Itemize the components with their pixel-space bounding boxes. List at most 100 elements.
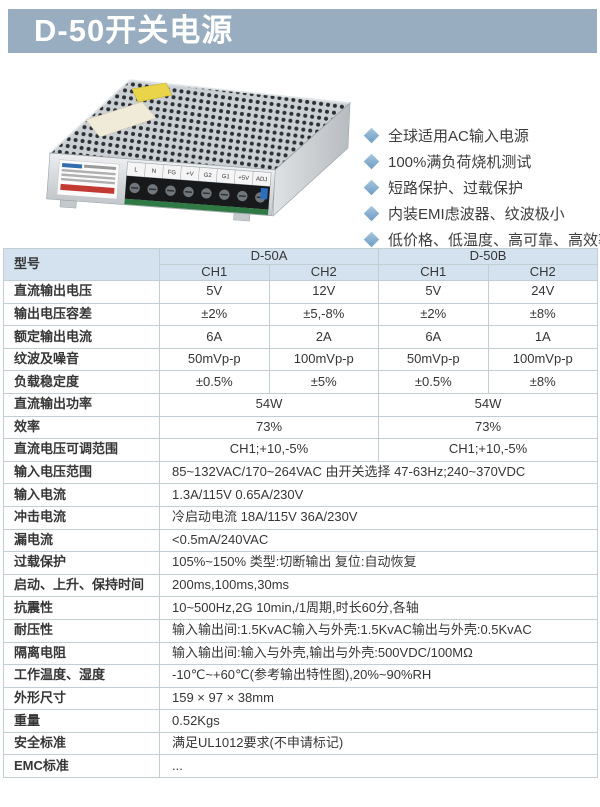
row-label: 外形尺寸	[3, 686, 160, 711]
row-value: ...	[158, 754, 599, 779]
row-value: 1A	[487, 325, 599, 349]
table-row: 漏电流 <0.5mA/240VAC	[3, 528, 599, 553]
table-row: 输入电流 1.3A/115V 0.65A/230V	[3, 483, 599, 507]
row-value: CH1;+10,-5%	[378, 438, 599, 462]
row-label: 漏电流	[3, 528, 160, 553]
feature-text: 低价格、低温度、高可靠、高效率	[388, 231, 600, 249]
row-label: EMC标准	[3, 754, 160, 779]
table-row: 隔离电阻 输入输出间:输入与外壳,输出与外壳:500VDC/100MΩ	[3, 641, 599, 666]
feature-list: 全球适用AC输入电源 100%满负荷烧机测试 短路保护、过载保护 内装EMI虑波器、纹…	[363, 122, 600, 252]
row-value: ±0.5%	[378, 370, 489, 394]
row-value: 100mVp-p	[487, 347, 599, 372]
row-label: 纹波及噪音	[3, 347, 160, 372]
hero-section: L N FG +V G2 G1 +5V ADJ 全球适用AC输入电源 100%满负荷烧机测试 短路…	[0, 56, 600, 249]
terminal-label: N	[151, 169, 156, 175]
feature-item: 短路保护、过载保护	[363, 174, 600, 200]
row-label: 负载稳定度	[3, 370, 160, 394]
table-row: 输入电压范围 85~132VAC/170~264VAC 由开关选择 47-63Hz…	[3, 460, 599, 485]
row-label: 过载保护	[3, 551, 160, 575]
channel-header: CH2	[487, 264, 599, 281]
row-value: 满足UL1012要求(不申请标记)	[158, 731, 599, 756]
table-row: 启动、上升、保持时间 200ms,100ms,30ms	[3, 573, 599, 598]
model-header-cell: 型号	[3, 248, 160, 281]
row-value: ±8%	[487, 302, 599, 327]
row-label: 工作温度、湿度	[3, 664, 160, 688]
terminal-label: G2	[204, 173, 213, 180]
terminal-label: G1	[221, 174, 230, 181]
feature-item: 100%满负荷烧机测试	[363, 148, 600, 174]
row-value: 50mVp-p	[159, 347, 270, 372]
row-value: 6A	[378, 325, 489, 349]
model-group-header: D-50B	[378, 248, 599, 265]
row-label: 直流输出功率	[3, 392, 160, 417]
psu-foot	[233, 212, 251, 222]
psu-info-label	[56, 159, 120, 200]
row-value: 0.52Kgs	[158, 709, 599, 733]
row-value: 73%	[378, 415, 599, 440]
diamond-bullet-icon	[363, 179, 380, 195]
diamond-bullet-icon	[363, 153, 380, 169]
row-value: 24V	[487, 280, 599, 304]
product-photo: L N FG +V G2 G1 +5V ADJ	[46, 78, 352, 222]
feature-text: 内装EMI虑波器、纹波极小	[388, 205, 565, 223]
table-row: 重量 0.52Kgs	[3, 709, 599, 733]
row-label: 输入电流	[3, 483, 160, 507]
row-value: ±0.5%	[159, 370, 270, 394]
row-value: 6A	[159, 325, 270, 349]
diamond-bullet-icon	[363, 205, 380, 221]
row-value: <0.5mA/240VAC	[158, 528, 599, 553]
table-row: 直流输出功率 54W 54W	[3, 392, 599, 417]
table-row: 直流电压可调范围 CH1;+10,-5% CH1;+10,-5%	[3, 438, 599, 462]
psu-yellow-sticker	[131, 82, 173, 103]
spec-table-body: 直流输出电压 5V 12V 5V 24V 输出电压容差 ±2% ±5,-8% ±2% ±8% 额定输…	[3, 280, 599, 779]
table-row: 额定输出电流 6A 2A 6A 1A	[3, 325, 599, 349]
diamond-bullet-icon	[363, 231, 380, 247]
spec-table-header: 型号 D-50A D-50B CH1 CH2 CH1 CH2	[3, 248, 599, 281]
row-value: 12V	[268, 280, 380, 304]
row-value: 200ms,100ms,30ms	[158, 573, 599, 598]
table-row: 耐压性 输入输出间:1.5KvAC输入与外壳:1.5KvAC输出与外壳:0.5Kv…	[3, 618, 599, 643]
row-label: 启动、上升、保持时间	[3, 573, 160, 598]
table-row: 工作温度、湿度 -10℃~+60℃(参考输出特性图),20%~90%RH	[3, 664, 599, 688]
row-value: ±8%	[487, 370, 599, 394]
row-label: 耐压性	[3, 618, 160, 643]
title-banner: D-50开关电源	[8, 9, 597, 53]
feature-item: 低价格、低温度、高可靠、高效率	[363, 226, 600, 252]
table-row: 纹波及噪音 50mVp-p 100mVp-p 50mVp-p 100mVp-p	[3, 347, 599, 372]
terminal-label: +5V	[238, 175, 249, 182]
channel-header: CH1	[159, 264, 270, 281]
terminal-label: ADJ	[256, 177, 268, 184]
page-title: D-50开关电源	[34, 13, 234, 48]
spec-table: 型号 D-50A D-50B CH1 CH2 CH1 CH2 直流输出电压 5V 12V 5V 24…	[3, 248, 599, 779]
row-value: 54W	[378, 392, 599, 417]
row-value: 54W	[158, 392, 380, 417]
row-value: ±2%	[378, 302, 489, 327]
row-value: CH1;+10,-5%	[158, 438, 380, 462]
row-label: 直流输出电压	[3, 280, 160, 304]
row-value: ±5,-8%	[268, 302, 380, 327]
row-label: 隔离电阻	[3, 641, 160, 666]
table-row: 输出电压容差 ±2% ±5,-8% ±2% ±8%	[3, 302, 599, 327]
row-value: 5V	[159, 280, 270, 304]
row-value: 冷启动电流 18A/115V 36A/230V	[158, 505, 599, 530]
row-label: 抗震性	[3, 596, 160, 620]
row-value: 1.3A/115V 0.65A/230V	[158, 483, 599, 507]
table-row: 安全标准 满足UL1012要求(不申请标记)	[3, 731, 599, 756]
row-value: 105%~150% 类型:切断输出 复位:自动恢复	[158, 551, 599, 575]
row-value: ±5%	[268, 370, 380, 394]
row-value: 159 × 97 × 38mm	[158, 686, 599, 711]
psu-terminal-strip: L N FG +V G2 G1 +5V ADJ	[126, 161, 272, 187]
table-row: 外形尺寸 159 × 97 × 38mm	[3, 686, 599, 711]
row-value: 50mVp-p	[378, 347, 489, 372]
psu-right-face	[272, 102, 351, 217]
channel-header: CH1	[378, 264, 489, 281]
terminal-label: FG	[167, 170, 176, 177]
row-label: 重量	[3, 709, 160, 733]
row-value: 10~500Hz,2G 10min,/1周期,时长60分,各轴	[158, 596, 599, 620]
model-group-header: D-50A	[158, 248, 380, 265]
feature-item: 内装EMI虑波器、纹波极小	[363, 200, 600, 226]
row-value: -10℃~+60℃(参考输出特性图),20%~90%RH	[158, 664, 599, 688]
row-label: 输出电压容差	[3, 302, 160, 327]
table-row: 抗震性 10~500Hz,2G 10min,/1周期,时长60分,各轴	[3, 596, 599, 620]
